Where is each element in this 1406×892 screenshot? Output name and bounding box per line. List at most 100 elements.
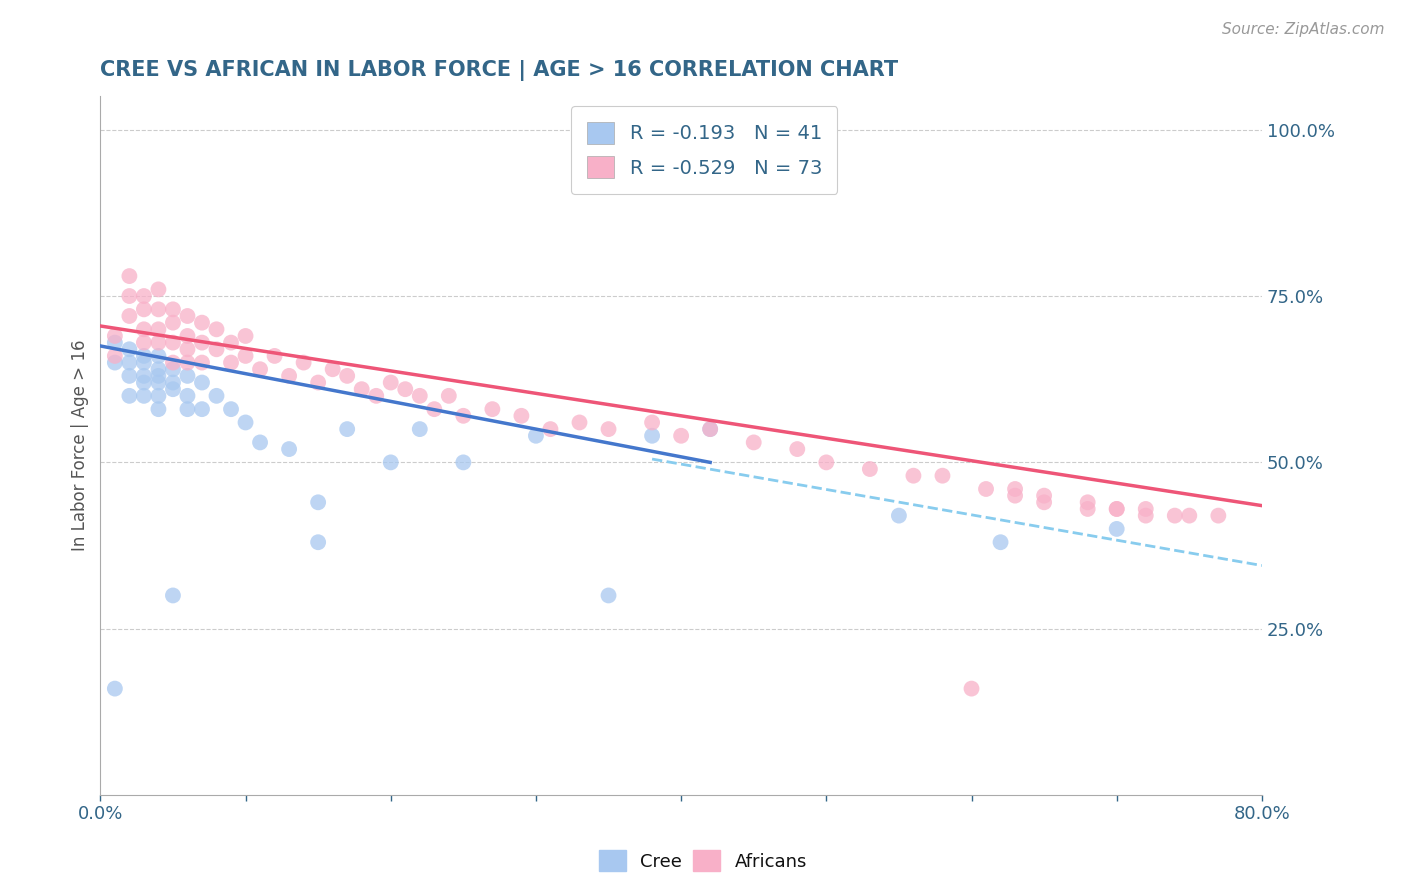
Point — [641, 429, 664, 443]
Point — [132, 302, 155, 317]
Point — [1033, 495, 1056, 509]
Point — [249, 435, 271, 450]
Legend: R = -0.193   N = 41, R = -0.529   N = 73: R = -0.193 N = 41, R = -0.529 N = 73 — [571, 106, 838, 194]
Point — [960, 681, 983, 696]
Point — [336, 422, 359, 436]
Point — [205, 343, 228, 357]
Point — [148, 376, 170, 390]
Point — [191, 402, 214, 417]
Point — [162, 316, 184, 330]
Point — [380, 376, 402, 390]
Point — [148, 389, 170, 403]
Point — [191, 335, 214, 350]
Point — [1135, 508, 1157, 523]
Point — [118, 355, 141, 369]
Point — [162, 355, 184, 369]
Point — [366, 389, 388, 403]
Point — [249, 362, 271, 376]
Point — [205, 322, 228, 336]
Text: Source: ZipAtlas.com: Source: ZipAtlas.com — [1222, 22, 1385, 37]
Point — [815, 455, 838, 469]
Point — [859, 462, 882, 476]
Point — [307, 495, 329, 509]
Point — [148, 362, 170, 376]
Point — [786, 442, 808, 456]
Point — [132, 289, 155, 303]
Point — [118, 343, 141, 357]
Point — [307, 376, 329, 390]
Point — [191, 355, 214, 369]
Point — [104, 355, 127, 369]
Point — [118, 368, 141, 383]
Point — [350, 382, 373, 396]
Point — [1077, 502, 1099, 516]
Point — [887, 508, 910, 523]
Point — [742, 435, 765, 450]
Point — [132, 335, 155, 350]
Point — [409, 389, 432, 403]
Point — [132, 368, 155, 383]
Point — [176, 329, 198, 343]
Point — [118, 389, 141, 403]
Point — [162, 589, 184, 603]
Point — [278, 368, 301, 383]
Point — [1004, 489, 1026, 503]
Point — [148, 302, 170, 317]
Point — [191, 316, 214, 330]
Point — [235, 349, 257, 363]
Point — [669, 429, 692, 443]
Point — [205, 389, 228, 403]
Point — [191, 376, 214, 390]
Point — [235, 416, 257, 430]
Point — [990, 535, 1012, 549]
Point — [148, 349, 170, 363]
Point — [278, 442, 301, 456]
Point — [132, 355, 155, 369]
Point — [307, 535, 329, 549]
Point — [1105, 522, 1128, 536]
Point — [148, 335, 170, 350]
Point — [540, 422, 562, 436]
Point — [699, 422, 721, 436]
Point — [336, 368, 359, 383]
Point — [176, 389, 198, 403]
Point — [292, 355, 315, 369]
Point — [1178, 508, 1201, 523]
Point — [162, 382, 184, 396]
Point — [104, 349, 127, 363]
Point — [219, 335, 242, 350]
Point — [453, 409, 475, 423]
Point — [162, 362, 184, 376]
Point — [162, 302, 184, 317]
Point — [322, 362, 344, 376]
Point — [409, 422, 432, 436]
Point — [394, 382, 416, 396]
Point — [1164, 508, 1187, 523]
Point — [235, 329, 257, 343]
Point — [219, 355, 242, 369]
Point — [903, 468, 925, 483]
Point — [176, 309, 198, 323]
Point — [176, 402, 198, 417]
Y-axis label: In Labor Force | Age > 16: In Labor Force | Age > 16 — [72, 340, 89, 551]
Point — [1004, 482, 1026, 496]
Point — [148, 402, 170, 417]
Point — [176, 368, 198, 383]
Point — [176, 343, 198, 357]
Point — [104, 329, 127, 343]
Point — [162, 335, 184, 350]
Point — [148, 282, 170, 296]
Point — [104, 681, 127, 696]
Point — [148, 368, 170, 383]
Point — [148, 322, 170, 336]
Point — [423, 402, 446, 417]
Point — [1208, 508, 1230, 523]
Point — [641, 416, 664, 430]
Point — [219, 402, 242, 417]
Text: CREE VS AFRICAN IN LABOR FORCE | AGE > 16 CORRELATION CHART: CREE VS AFRICAN IN LABOR FORCE | AGE > 1… — [100, 60, 898, 80]
Point — [481, 402, 503, 417]
Point — [162, 376, 184, 390]
Point — [1105, 502, 1128, 516]
Point — [132, 322, 155, 336]
Legend: Cree, Africans: Cree, Africans — [592, 843, 814, 879]
